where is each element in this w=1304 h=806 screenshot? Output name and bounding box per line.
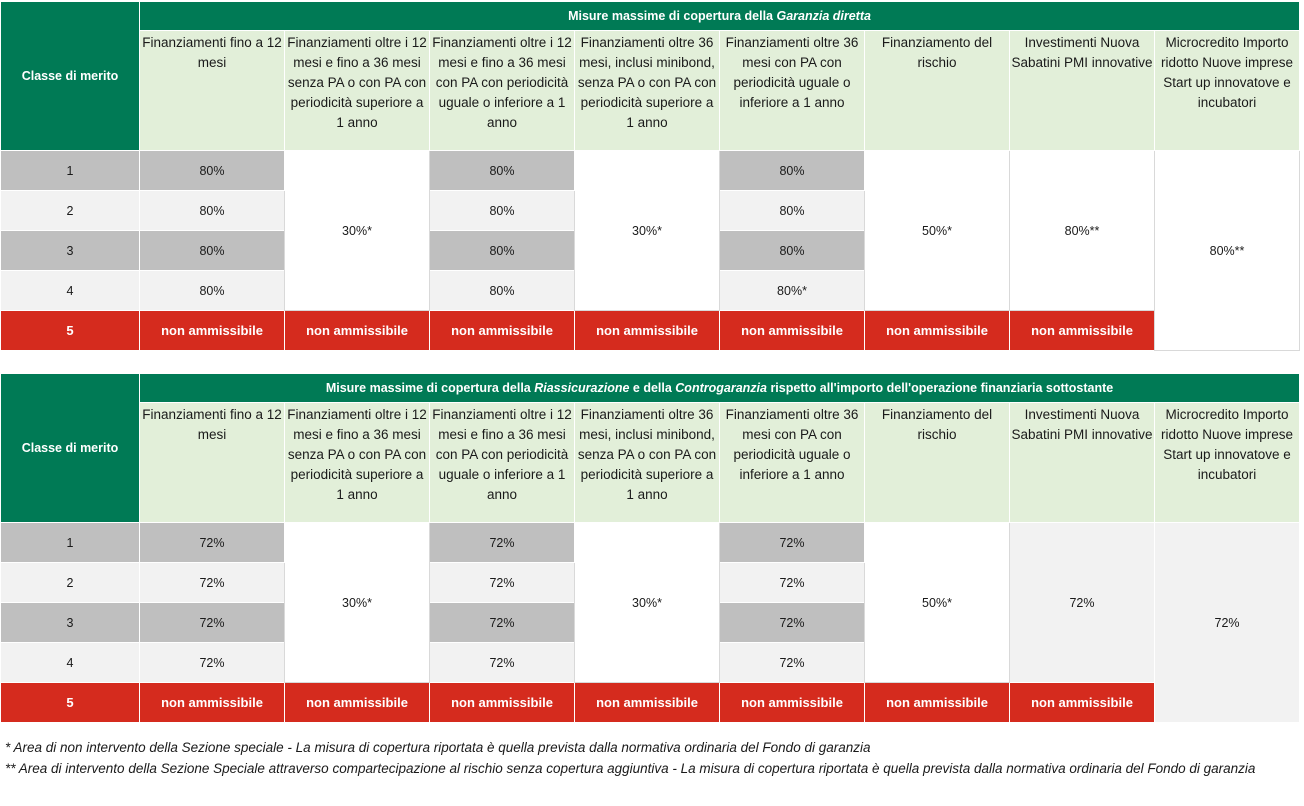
table-title: Misure massime di copertura della Riassi… [138,373,1301,403]
non-ammissibile-cell: non ammissibile [139,310,285,351]
table-row: 3 72% 72% 72% [0,602,1300,643]
non-ammissibile-cell: non ammissibile [1009,310,1155,351]
non-ammissibile-cell: non ammissibile [1009,682,1155,723]
col-header-6: Finanziamento del rischio [864,402,1010,523]
non-ammissibile-cell: non ammissibile [864,682,1010,723]
classe-cell: 3 [0,230,140,271]
value-cell: 80%* [719,270,865,311]
table-riassicurazione: Classe di merito Misure massime di coper… [0,373,1301,723]
value-cell: 80% [429,190,575,231]
value-cell: 72% [719,522,865,563]
classe-cell: 4 [0,270,140,311]
table-garanzia-diretta: Classe di merito Misure massime di coper… [0,1,1301,351]
value-cell: 72% [719,602,865,643]
value-cell: 72% [139,562,285,603]
classe-header: Classe di merito [0,1,140,151]
value-cell: 72% [429,602,575,643]
merged-value-cell: 50%* [864,522,1010,683]
value-cell: 72% [429,642,575,683]
table-row: 3 80% 80% 80% [0,230,1300,271]
value-cell: 72% [139,602,285,643]
non-ammissibile-cell: non ammissibile [284,682,430,723]
col-header-5: Finanziamenti oltre 36 mesi con PA con p… [719,30,865,151]
col-header-8: Microcredito Importo ridotto Nuove impre… [1153,30,1301,151]
merged-value-cell: 80%** [1153,150,1301,351]
table-row: 5 non ammissibile non ammissibile non am… [0,310,1300,351]
classe-header: Classe di merito [0,373,140,523]
non-ammissibile-cell: non ammissibile [864,310,1010,351]
value-cell: 80% [139,270,285,311]
merged-value-cell: 72% [1009,522,1155,683]
value-cell: 80% [429,150,575,191]
classe-cell: 1 [0,522,140,563]
col-header-4: Finanziamenti oltre 36 mesi, inclusi min… [574,402,720,523]
non-ammissibile-cell: non ammissibile [574,682,720,723]
non-ammissibile-cell: non ammissibile [719,682,865,723]
table-row: 2 80% 80% 80% [0,190,1300,231]
non-ammissibile-cell: non ammissibile [574,310,720,351]
value-cell: 80% [429,270,575,311]
value-cell: 72% [139,642,285,683]
footnote-1: * Area di non intervento della Sezione s… [5,740,871,755]
value-cell: 72% [429,522,575,563]
non-ammissibile-cell: non ammissibile [429,682,575,723]
col-header-3: Finanziamenti oltre i 12 mesi e fino a 3… [429,402,575,523]
classe-cell: 2 [0,562,140,603]
table-row: 4 80% 80% 80%* [0,270,1300,311]
footnote-2: ** Area di intervento della Sezione Spec… [5,761,1256,776]
classe-cell: 4 [0,642,140,683]
col-header-2: Finanziamenti oltre i 12 mesi e fino a 3… [284,30,430,151]
merged-value-cell: 80%** [1009,150,1155,311]
table-row: 2 72% 72% 72% [0,562,1300,603]
table-title: Misure massime di copertura della Garanz… [138,1,1301,31]
col-header-1: Finanziamenti fino a 12 mesi [139,402,285,523]
non-ammissibile-cell: non ammissibile [284,310,430,351]
col-header-4: Finanziamenti oltre 36 mesi, inclusi min… [574,30,720,151]
non-ammissibile-cell: non ammissibile [139,682,285,723]
value-cell: 72% [719,642,865,683]
classe-cell: 2 [0,190,140,231]
col-header-5: Finanziamenti oltre 36 mesi con PA con p… [719,402,865,523]
merged-value-cell: 30%* [574,522,720,683]
value-cell: 80% [719,230,865,271]
value-cell: 80% [139,190,285,231]
classe-cell: 5 [0,682,140,723]
col-header-7: Investimenti Nuova Sabatini PMI innovati… [1009,402,1155,523]
table-row: 1 80% 30%* 80% 30%* 80% 50%* 80%** 80%** [0,150,1301,351]
table-row: 5 non ammissibile non ammissibile non am… [0,682,1300,723]
value-cell: 80% [139,230,285,271]
value-cell: 72% [719,562,865,603]
non-ammissibile-cell: non ammissibile [429,310,575,351]
merged-value-cell: 30%* [574,150,720,311]
table-row: 4 72% 72% 72% [0,642,1300,683]
value-cell: 80% [429,230,575,271]
classe-cell: 3 [0,602,140,643]
value-cell: 72% [429,562,575,603]
non-ammissibile-cell: non ammissibile [719,310,865,351]
col-header-8: Microcredito Importo ridotto Nuove impre… [1153,402,1301,523]
col-header-1: Finanziamenti fino a 12 mesi [139,30,285,151]
value-cell: 80% [139,150,285,191]
value-cell: 80% [719,150,865,191]
classe-cell: 5 [0,310,140,351]
col-header-3: Finanziamenti oltre i 12 mesi e fino a 3… [429,30,575,151]
table-row: 1 72% 30%* 72% 30%* 72% 50%* 72% 72% [0,522,1301,723]
col-header-7: Investimenti Nuova Sabatini PMI innovati… [1009,30,1155,151]
value-cell: 80% [719,190,865,231]
classe-cell: 1 [0,150,140,191]
merged-value-cell: 50%* [864,150,1010,311]
value-cell: 72% [139,522,285,563]
col-header-2: Finanziamenti oltre i 12 mesi e fino a 3… [284,402,430,523]
merged-value-cell: 72% [1153,522,1301,723]
col-header-6: Finanziamento del rischio [864,30,1010,151]
merged-value-cell: 30%* [284,522,430,683]
merged-value-cell: 30%* [284,150,430,311]
